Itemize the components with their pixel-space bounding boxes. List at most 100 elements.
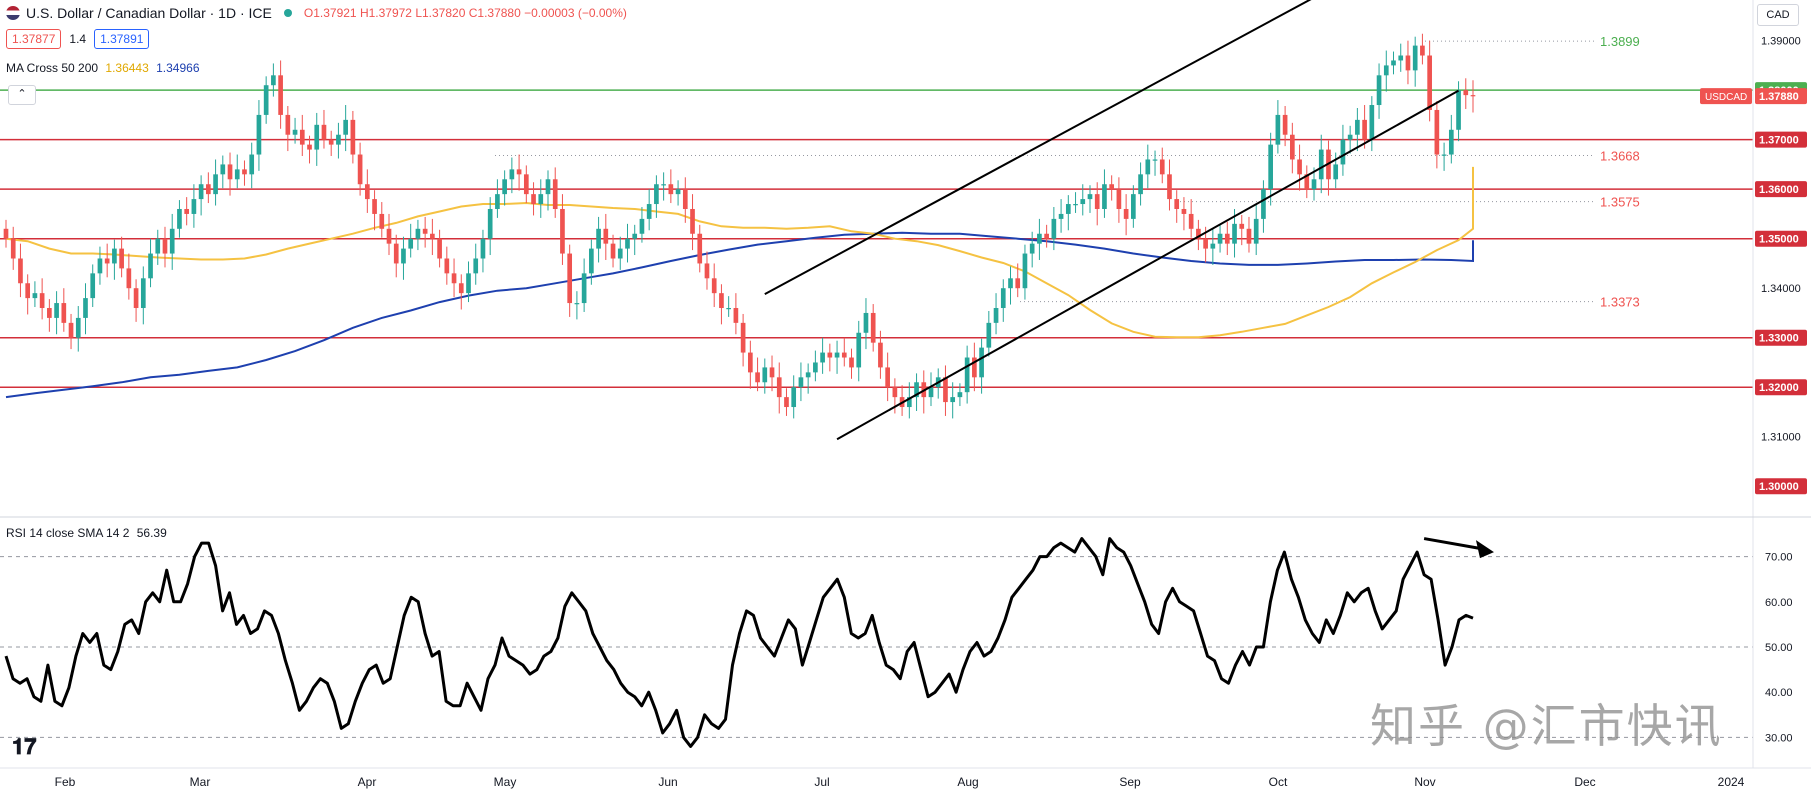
candle: [661, 184, 666, 186]
ma200-line: [5, 231, 1474, 399]
low-value: L1.37820: [415, 6, 466, 20]
candle: [972, 357, 977, 378]
divergence-arrow: [1423, 537, 1485, 551]
candle: [740, 322, 746, 353]
candle: [784, 397, 789, 408]
candle: [1275, 114, 1281, 145]
candle: [1398, 55, 1404, 61]
candle: [3, 228, 9, 239]
rsi-tick-label: 30.00: [1765, 732, 1793, 744]
candle: [126, 268, 132, 289]
candle: [83, 298, 88, 318]
buy-button[interactable]: 1.37891: [94, 29, 150, 49]
candle: [234, 169, 240, 180]
candle: [1116, 189, 1122, 209]
candle: [639, 218, 645, 234]
candle: [314, 124, 320, 150]
candle: [1188, 213, 1194, 229]
rsi-legend[interactable]: RSI 14 close SMA 14 2 56.39: [6, 526, 167, 540]
time-tick-label: Nov: [1414, 775, 1435, 789]
candle: [364, 184, 370, 200]
candle: [1131, 194, 1136, 219]
candle: [162, 238, 168, 254]
candle: [386, 228, 392, 244]
candle: [206, 184, 211, 195]
candle: [1087, 194, 1093, 200]
candle: [1448, 129, 1454, 155]
candle: [1015, 278, 1021, 289]
candle: [581, 273, 587, 304]
candle: [1268, 144, 1273, 190]
candle: [408, 238, 414, 249]
candle: [726, 308, 731, 310]
candle: [104, 258, 110, 264]
candle: [133, 288, 139, 309]
chevron-up-icon[interactable]: ⌃: [8, 85, 36, 105]
price-badge: [1755, 478, 1807, 495]
candle: [755, 372, 760, 383]
candle: [256, 114, 262, 155]
candle: [625, 238, 630, 249]
level-label: 1.3668: [1600, 149, 1640, 164]
candle: [328, 139, 334, 145]
candle: [1383, 65, 1389, 76]
candle: [805, 372, 811, 378]
candle: [502, 179, 507, 195]
candle: [155, 238, 161, 254]
candle: [1174, 199, 1180, 209]
candle: [682, 189, 688, 209]
candle: [1181, 208, 1187, 214]
spread-value: 1.4: [69, 32, 87, 46]
candle: [169, 228, 175, 254]
candle: [1355, 119, 1360, 135]
candle: [1376, 75, 1382, 106]
time-tick-label: Apr: [358, 775, 377, 789]
currency-selector[interactable]: CAD: [1757, 4, 1799, 26]
candle: [523, 174, 529, 195]
candle: [849, 357, 854, 368]
price-badge-label: 1.35000: [1759, 234, 1799, 246]
price-axis-bg: [1753, 0, 1811, 794]
candle: [1073, 204, 1078, 206]
sell-button[interactable]: 1.37877: [6, 29, 62, 49]
symbol-title[interactable]: U.S. Dollar / Canadian Dollar · 1D · ICE: [26, 5, 272, 21]
candle: [603, 228, 609, 244]
price-badge-label: 1.30000: [1759, 481, 1799, 493]
candle: [140, 278, 146, 309]
rsi-pane: [0, 537, 1753, 748]
candle: [451, 273, 457, 284]
candle: [97, 258, 103, 274]
candle: [184, 208, 190, 214]
candle: [112, 248, 117, 264]
candle: [813, 362, 818, 373]
candle: [1159, 159, 1165, 175]
price-badge: [1755, 131, 1807, 148]
candle: [776, 377, 782, 398]
candle: [343, 119, 348, 135]
rsi-tick-label: 70.00: [1765, 552, 1793, 564]
rsi-value: 56.39: [136, 526, 167, 540]
candle: [964, 357, 970, 393]
candle: [242, 169, 247, 175]
candle: [213, 174, 218, 195]
candle: [68, 322, 74, 338]
candle: [47, 308, 52, 318]
candle: [574, 303, 580, 305]
channel-trendline: [764, 0, 1312, 296]
level-label: 1.3373: [1600, 295, 1640, 310]
ma-indicator-legend[interactable]: MA Cross 50 200 1.36443 1.34966: [6, 61, 200, 75]
candle: [711, 278, 717, 294]
price-tick-label: 1.34000: [1761, 283, 1801, 295]
candle: [928, 387, 934, 398]
candle: [697, 233, 703, 264]
candle: [632, 233, 638, 239]
candle: [90, 273, 96, 299]
candle: [654, 184, 659, 205]
candle: [733, 308, 739, 323]
candle: [1441, 154, 1447, 156]
candle: [1253, 218, 1259, 244]
candle: [271, 75, 276, 86]
time-tick-label: Jul: [814, 775, 829, 789]
ma200-value: 1.34966: [156, 61, 200, 75]
